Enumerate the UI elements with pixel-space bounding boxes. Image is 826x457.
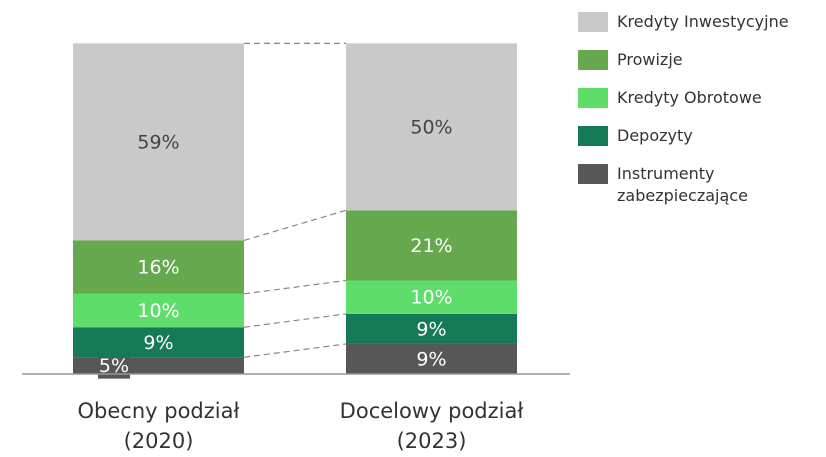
value-label: 10% <box>410 287 452 309</box>
value-label: 10% <box>137 300 179 322</box>
legend-label: Prowizje <box>617 50 683 69</box>
bar-segment <box>346 43 517 211</box>
value-label: 59% <box>137 131 179 153</box>
legend-swatch <box>578 12 608 32</box>
bar-segment <box>73 293 244 328</box>
legend-label: Instrumenty zabezpieczające <box>617 164 748 205</box>
legend-label: Kredyty Inwestycyjne <box>617 12 789 31</box>
bar-segment <box>73 43 244 241</box>
value-label: 9% <box>416 318 446 340</box>
legend-swatch <box>578 50 608 70</box>
bar-segment <box>73 327 244 358</box>
value-label: 9% <box>416 348 446 370</box>
legend-swatch <box>578 126 608 146</box>
connector <box>243 343 347 358</box>
bar-segment <box>346 210 517 281</box>
value-label: 5% <box>99 355 129 377</box>
bar-segment <box>73 240 244 294</box>
legend-swatch <box>578 164 608 184</box>
value-label: 9% <box>143 332 173 354</box>
bar-segment <box>346 280 517 314</box>
connector <box>243 209 347 241</box>
bar-segment <box>346 343 517 374</box>
connector <box>243 279 347 295</box>
legend-label: Depozyty <box>617 126 693 145</box>
x-tick-label: Docelowy podział (2023) <box>339 399 524 453</box>
bar-segment <box>346 313 517 344</box>
legend-swatch <box>578 88 608 108</box>
value-label: 50% <box>410 116 452 138</box>
value-label: 21% <box>410 235 452 257</box>
legend-label: Kredyty Obrotowe <box>617 88 762 107</box>
value-label: 16% <box>137 257 179 279</box>
x-tick-label: Obecny podział (2020) <box>77 399 240 453</box>
connector <box>243 313 347 328</box>
